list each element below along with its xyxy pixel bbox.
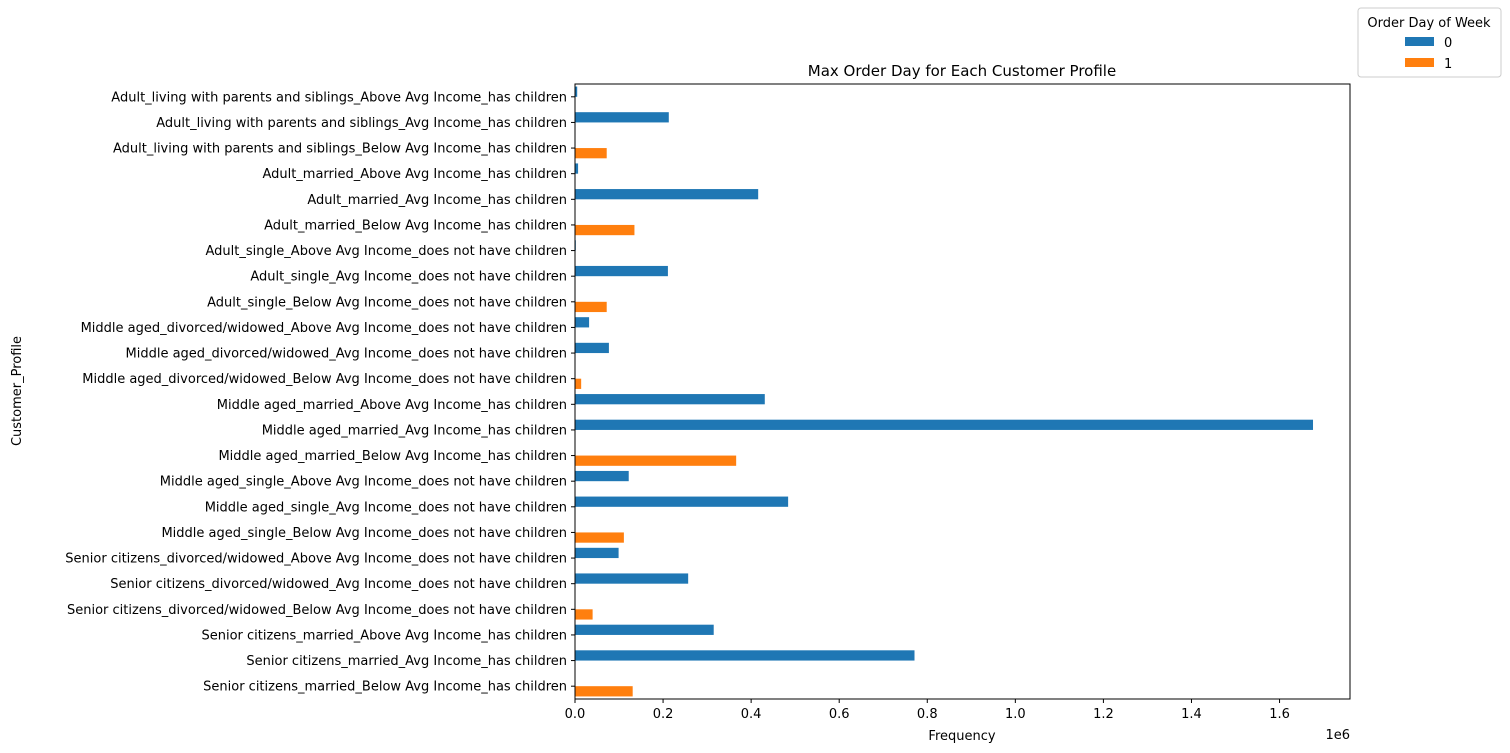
- bar-series-1: [575, 378, 582, 389]
- x-axis-title: Frequency: [928, 729, 995, 744]
- bar-series-1: [575, 532, 624, 543]
- bar-series-0: [575, 317, 590, 328]
- x-tick-label: 0.2: [653, 707, 674, 722]
- y-tick-label: Adult_living with parents and siblings_B…: [113, 142, 567, 157]
- x-tick-label: 1.2: [1093, 707, 1114, 722]
- bar-series-1: [575, 455, 737, 466]
- bar-series-0: [575, 624, 714, 635]
- x-scale-label: 1e6: [1325, 728, 1350, 743]
- y-tick-label: Adult_married_Above Avg Income_has child…: [262, 167, 567, 182]
- x-tick-layer: 0.0 0.2 0.4 0.6 0.8 1.0 1.2 1.4 1.6: [565, 699, 1290, 722]
- legend-label-0: 0: [1444, 36, 1452, 51]
- bar-series-1: [575, 148, 607, 159]
- plot-frame: [574, 83, 1351, 700]
- legend: Order Day of Week 0 1: [1357, 7, 1502, 78]
- y-tick-label: Middle aged_married_Below Avg Income_has…: [218, 449, 567, 464]
- x-tick-label: 1.6: [1269, 707, 1290, 722]
- bar-series-0: [575, 650, 915, 661]
- bar-series-0: [575, 573, 689, 584]
- bar-series-0: [575, 112, 669, 123]
- bar-series-0: [575, 470, 629, 482]
- y-tick-label: Adult_living with parents and siblings_A…: [156, 116, 567, 131]
- y-tick-label: Adult_married_Avg Income_has children: [307, 193, 567, 208]
- y-tick-label: Senior citizens_divorced/widowed_Avg Inc…: [110, 577, 567, 592]
- y-tick-label: Senior citizens_married_Above Avg Income…: [201, 628, 567, 643]
- x-tick-label: 0.6: [829, 707, 850, 722]
- legend-swatch-0: [1405, 37, 1434, 46]
- y-tick-label: Middle aged_married_Avg Income_has child…: [262, 423, 567, 438]
- bar-series-1: [575, 686, 633, 697]
- bar-series-0: [575, 496, 789, 507]
- y-tick-label: Middle aged_married_Above Avg Income_has…: [217, 398, 567, 413]
- y-tick-label: Adult_single_Above Avg Income_does not h…: [205, 244, 567, 259]
- y-tick-label: Adult_married_Below Avg Income_has child…: [264, 218, 567, 233]
- legend-title: Order Day of Week: [1367, 16, 1491, 31]
- y-tick-label: Middle aged_single_Below Avg Income_does…: [161, 526, 567, 541]
- bar-series-0: [575, 419, 1314, 430]
- x-tick-label: 0.0: [565, 707, 586, 722]
- y-tick-label: Middle aged_divorced/widowed_Above Avg I…: [81, 321, 567, 336]
- bar-series-0: [575, 163, 579, 174]
- legend-swatch-1: [1405, 58, 1434, 67]
- bar-series-1: [575, 301, 607, 313]
- x-tick-label: 1.0: [1005, 707, 1026, 722]
- y-tick-label: Adult_single_Below Avg Income_does not h…: [207, 295, 567, 310]
- y-tick-label: Adult_single_Avg Income_does not have ch…: [250, 270, 567, 285]
- y-tick-label: Middle aged_single_Above Avg Income_does…: [160, 475, 567, 490]
- y-tick-label: Adult_living with parents and siblings_A…: [111, 90, 567, 105]
- bar-series-1: [575, 224, 635, 236]
- y-tick-label: Senior citizens_married_Avg Income_has c…: [246, 654, 567, 669]
- bar-series-1: [575, 609, 593, 620]
- y-tick-label: Middle aged_divorced/widowed_Below Avg I…: [82, 372, 567, 387]
- y-tick-label: Senior citizens_divorced/widowed_Above A…: [65, 552, 567, 567]
- bar-series-0: [575, 86, 578, 97]
- legend-label-1: 1: [1444, 57, 1452, 72]
- chart-title: Max Order Day for Each Customer Profile: [808, 62, 1116, 80]
- bar-series-0: [575, 265, 668, 277]
- y-tick-label: Senior citizens_married_Below Avg Income…: [203, 680, 567, 695]
- bars-layer: [575, 86, 1314, 697]
- x-tick-label: 0.4: [741, 707, 762, 722]
- y-tick-label: Middle aged_single_Avg Income_does not h…: [205, 500, 567, 515]
- bar-series-0: [575, 189, 759, 200]
- x-tick-label: 1.4: [1181, 707, 1202, 722]
- bar-series-0: [575, 547, 619, 559]
- y-tick-label: Senior citizens_divorced/widowed_Below A…: [67, 603, 567, 618]
- bar-series-0: [575, 394, 765, 405]
- y-axis-title: Customer_Profile: [10, 336, 25, 446]
- bar-series-0: [575, 342, 609, 354]
- y-tick-layer: Adult_living with parents and siblings_A…: [65, 90, 575, 695]
- x-tick-label: 0.8: [917, 707, 938, 722]
- y-tick-label: Middle aged_divorced/widowed_Avg Income_…: [126, 347, 568, 362]
